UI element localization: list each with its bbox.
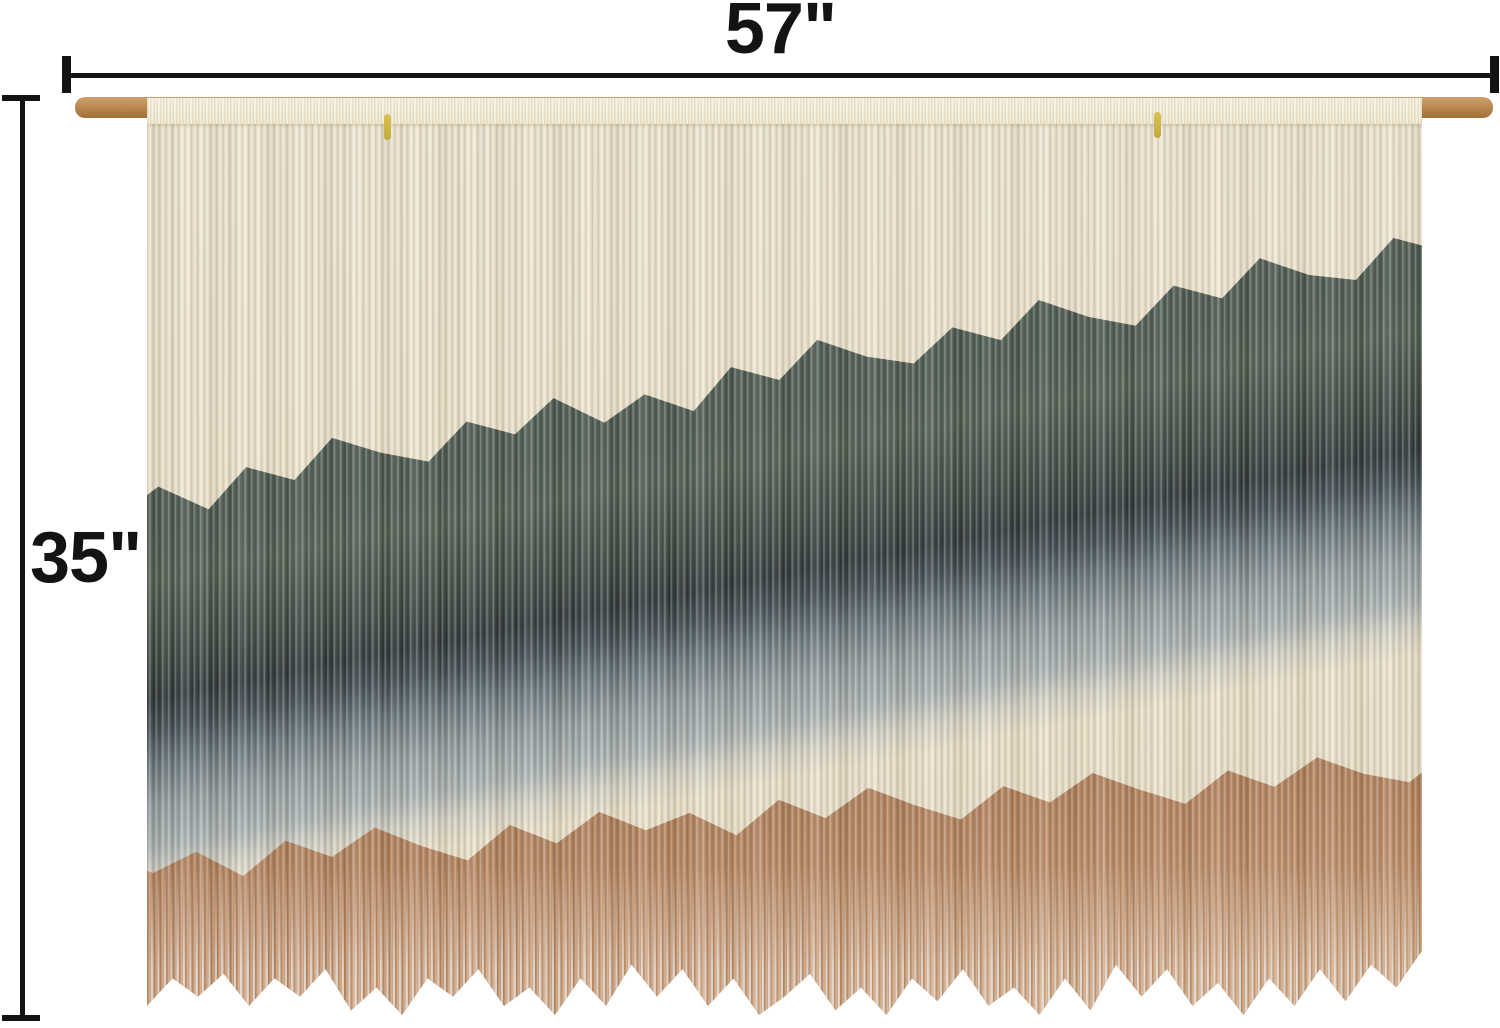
- height-label: 35": [30, 518, 142, 598]
- yellow-tie-marker: [384, 114, 391, 140]
- height-tick-bottom: [2, 1015, 40, 1021]
- width-tick-right: [1490, 56, 1499, 93]
- height-dimension-line: [20, 95, 25, 1021]
- width-dimension-line: [62, 73, 1499, 78]
- knotted-header: [147, 98, 1422, 124]
- width-tick-left: [62, 56, 71, 93]
- width-dimension: 57": [62, 0, 1499, 95]
- height-dimension: 35": [2, 95, 152, 1021]
- yarn-strand-texture: [147, 98, 1422, 1015]
- height-tick-top: [2, 95, 40, 101]
- macrame-tapestry: [147, 98, 1422, 1015]
- fringe-ends: [147, 865, 1422, 1015]
- width-label: 57": [724, 0, 837, 69]
- yellow-tie-marker: [1154, 112, 1161, 138]
